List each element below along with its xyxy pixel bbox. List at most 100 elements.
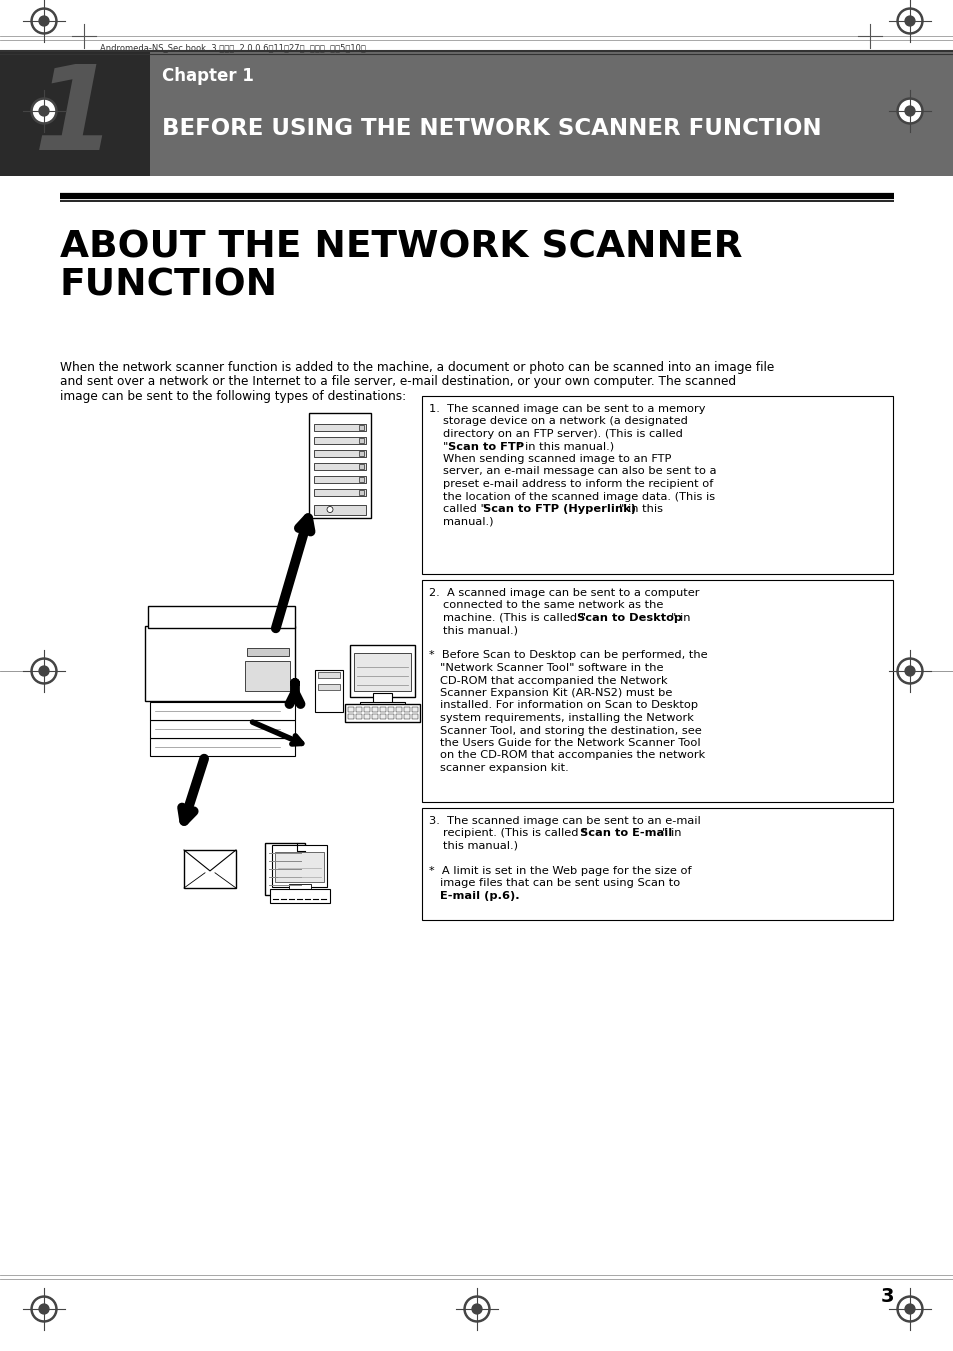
Bar (379, 707, 386, 712)
Bar (395, 707, 401, 712)
Text: recipient. (This is called ": recipient. (This is called " (442, 828, 587, 839)
Text: Scan to Desktop: Scan to Desktop (577, 613, 681, 623)
Text: this manual.): this manual.) (442, 626, 517, 635)
Circle shape (904, 1304, 914, 1315)
Text: " in: " in (670, 613, 690, 623)
Text: When sending scanned image to an FTP: When sending scanned image to an FTP (442, 454, 671, 463)
Circle shape (899, 11, 920, 31)
Bar (247, 648, 289, 657)
Circle shape (39, 16, 49, 26)
Text: Scan to FTP (Hyperlink): Scan to FTP (Hyperlink) (482, 504, 636, 513)
Bar (309, 412, 371, 517)
Bar (314, 462, 366, 470)
Circle shape (896, 99, 923, 124)
Bar (359, 703, 405, 707)
Bar (355, 707, 361, 712)
Circle shape (33, 11, 54, 31)
Text: machine. (This is called ": machine. (This is called " (442, 613, 585, 623)
Circle shape (30, 1296, 57, 1323)
Bar (350, 644, 415, 697)
Text: 2.  A scanned image can be sent to a computer: 2. A scanned image can be sent to a comp… (429, 588, 699, 598)
Bar (0, 51, 953, 176)
Bar (421, 580, 892, 802)
Bar (348, 707, 354, 712)
Text: CD-ROM that accompanied the Network: CD-ROM that accompanied the Network (439, 676, 667, 685)
Circle shape (904, 16, 914, 26)
Bar (364, 715, 370, 719)
Text: preset e-mail address to inform the recipient of: preset e-mail address to inform the reci… (442, 480, 713, 489)
Text: scanner expansion kit.: scanner expansion kit. (439, 763, 568, 773)
Bar (379, 715, 386, 719)
Bar (358, 489, 364, 494)
Bar (245, 661, 290, 690)
Text: 3: 3 (880, 1288, 893, 1306)
Text: Scanner Expansion Kit (AR-NS2) must be: Scanner Expansion Kit (AR-NS2) must be (439, 688, 672, 698)
Text: server, an e-mail message can also be sent to a: server, an e-mail message can also be se… (442, 466, 716, 477)
Circle shape (33, 100, 54, 122)
Text: called ": called " (442, 504, 485, 513)
Text: Scanner Tool, and storing the destination, see: Scanner Tool, and storing the destinatio… (439, 725, 701, 735)
Circle shape (904, 107, 914, 116)
Bar (421, 396, 892, 574)
Bar (355, 715, 361, 719)
Bar (403, 715, 410, 719)
Text: directory on an FTP server). (This is called: directory on an FTP server). (This is ca… (442, 430, 682, 439)
Circle shape (39, 1304, 49, 1315)
Text: " in this: " in this (618, 504, 662, 513)
Bar (358, 424, 364, 430)
Bar (372, 707, 377, 712)
Circle shape (327, 507, 333, 512)
Bar (314, 476, 366, 482)
Text: "Network Scanner Tool" software in the: "Network Scanner Tool" software in the (439, 663, 662, 673)
Text: and sent over a network or the Internet to a file server, e-mail destination, or: and sent over a network or the Internet … (60, 376, 736, 389)
Bar (412, 715, 417, 719)
Text: *  Before Scan to Desktop can be performed, the: * Before Scan to Desktop can be performe… (429, 650, 707, 661)
Bar (273, 844, 327, 888)
Bar (314, 670, 343, 712)
Bar (314, 423, 366, 431)
Bar (317, 671, 339, 678)
Circle shape (463, 1296, 490, 1323)
Circle shape (899, 1298, 920, 1320)
Bar (150, 738, 294, 757)
Text: this manual.): this manual.) (442, 842, 517, 851)
Circle shape (33, 661, 54, 681)
Bar (388, 707, 394, 712)
Text: image can be sent to the following types of destinations:: image can be sent to the following types… (60, 390, 406, 403)
Text: ABOUT THE NETWORK SCANNER: ABOUT THE NETWORK SCANNER (60, 230, 741, 266)
Bar (289, 884, 311, 892)
Text: Chapter 1: Chapter 1 (162, 68, 253, 85)
Circle shape (904, 666, 914, 676)
Bar (403, 707, 410, 712)
Text: Scan to E-mail: Scan to E-mail (579, 828, 672, 839)
Text: BEFORE USING THE NETWORK SCANNER FUNCTION: BEFORE USING THE NETWORK SCANNER FUNCTIO… (162, 118, 821, 141)
Bar (314, 450, 366, 457)
Text: the Users Guide for the Network Scanner Tool: the Users Guide for the Network Scanner … (439, 738, 700, 748)
Bar (358, 450, 364, 455)
Text: connected to the same network as the: connected to the same network as the (442, 600, 662, 611)
Text: storage device on a network (a designated: storage device on a network (a designate… (442, 416, 687, 427)
Text: 1.  The scanned image can be sent to a memory: 1. The scanned image can be sent to a me… (429, 404, 705, 413)
Text: installed. For information on Scan to Desktop: installed. For information on Scan to De… (439, 701, 698, 711)
Text: Andromeda-NS_Sec.book  3 ページ  2 0 0 6年11月27日  月曜日  午後5時10分: Andromeda-NS_Sec.book 3 ページ 2 0 0 6年11月2… (100, 43, 366, 51)
Text: ": " (442, 442, 448, 451)
Text: " in this manual.): " in this manual.) (516, 442, 614, 451)
Text: image files that can be sent using Scan to: image files that can be sent using Scan … (439, 878, 679, 889)
Text: FUNCTION: FUNCTION (60, 267, 278, 304)
Bar (354, 653, 411, 692)
Circle shape (896, 8, 923, 34)
Bar (358, 438, 364, 443)
Circle shape (30, 99, 57, 124)
Bar (150, 720, 294, 738)
Bar (373, 693, 392, 703)
Bar (358, 477, 364, 481)
Text: 1: 1 (34, 59, 116, 174)
Circle shape (899, 100, 920, 122)
Circle shape (472, 1304, 481, 1315)
Bar (348, 715, 354, 719)
Text: the location of the scanned image data. (This is: the location of the scanned image data. … (442, 492, 715, 501)
Bar (145, 626, 294, 701)
Bar (275, 852, 324, 882)
Text: E-mail (p.6).: E-mail (p.6). (439, 892, 519, 901)
Circle shape (39, 107, 49, 116)
